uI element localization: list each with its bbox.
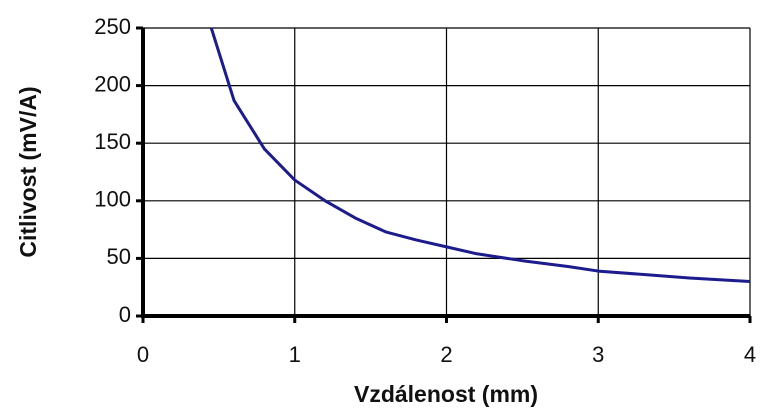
x-axis-label: Vzdálenost (mm): [354, 381, 538, 407]
line: [209, 27, 751, 283]
x-tick-label: 1: [289, 342, 301, 367]
y-tick-label: 250: [94, 14, 131, 39]
x-tick-label: 2: [440, 342, 452, 367]
y-tick-label: 150: [94, 129, 131, 154]
y-tick-label: 200: [94, 71, 131, 96]
y-axis-label: Citlivost (mV/A): [15, 86, 41, 257]
y-tick-label: 100: [94, 187, 131, 212]
x-tick-label: 4: [744, 342, 756, 367]
y-tick-label: 0: [119, 302, 131, 327]
y-tick-label: 50: [107, 244, 131, 269]
x-tick-label: 3: [592, 342, 604, 367]
x-tick-label: 0: [137, 342, 149, 367]
